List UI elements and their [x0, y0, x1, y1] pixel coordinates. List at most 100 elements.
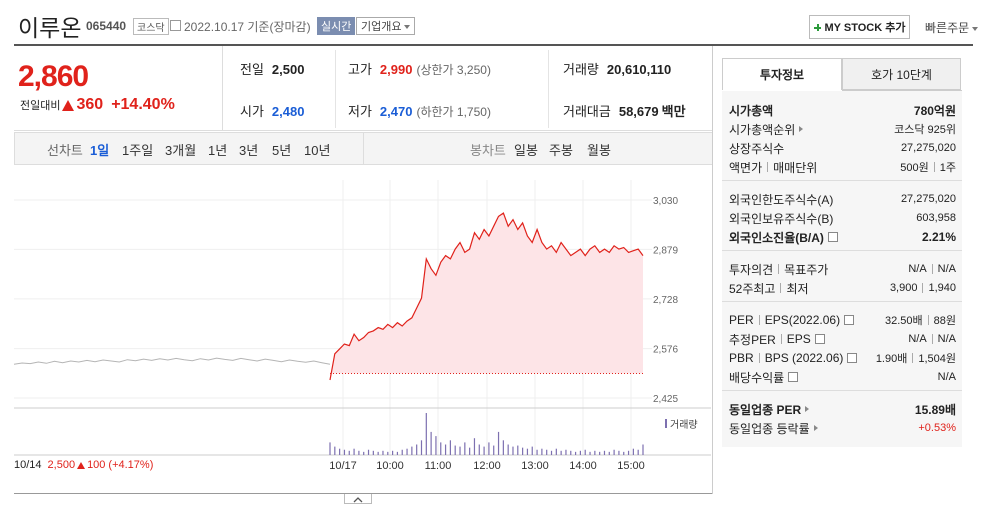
volume-bar [584, 449, 586, 455]
volume-bar [531, 446, 533, 455]
help-icon[interactable] [847, 353, 858, 363]
header-rule [14, 44, 973, 46]
quick-order[interactable]: 빠른주문 [925, 19, 979, 36]
help-icon[interactable] [827, 232, 838, 242]
company-info-label: 기업개요 [361, 21, 402, 33]
info-value: 500원 [900, 162, 929, 174]
quote-unit: 백만 [661, 103, 686, 119]
chart-summary: 10/14 2,500 100 (+4.17%) [14, 459, 153, 471]
volume-bar [599, 451, 601, 455]
realtime-button[interactable]: 실시간 [317, 17, 356, 35]
help-icon[interactable] [788, 372, 799, 382]
base-date: 2022.10.17 기준(장마감) [184, 20, 311, 34]
info-values: +0.53% [918, 422, 956, 434]
chart: 3,030 2,879 2,728 2,576 2,425 10/17 10:00 11:00… [13, 180, 711, 472]
info-label: 액면가 [729, 160, 763, 175]
quick-order-label: 빠른주문 [925, 21, 970, 35]
help-icon[interactable] [814, 334, 825, 344]
period-tab[interactable]: 3년 [239, 143, 259, 158]
separator [780, 334, 782, 344]
info-row: 외국인한도주식수(A) 27,275,020 [729, 190, 956, 208]
volume-bar [348, 450, 350, 455]
volume-bar [420, 440, 423, 455]
volume-bar [473, 438, 476, 455]
info-values: N/A N/A [908, 263, 956, 275]
info-label: 동일업종 등락률 [729, 421, 810, 436]
info-value: 1.90배 [875, 353, 908, 365]
collapse-button[interactable] [344, 494, 372, 504]
company-info-button[interactable]: 기업개요 [356, 17, 416, 35]
info-values: 2.21% [922, 230, 956, 244]
volume-bar [536, 449, 538, 455]
info-row: PBR BPS (2022.06) 1.90배 1,504원 [729, 349, 956, 367]
quote-cell: 저가 2,470 (하한가 1,750) [348, 101, 491, 120]
info-values: 603,958 [916, 212, 956, 224]
help-icon[interactable] [844, 315, 855, 325]
period-tab[interactable]: 10년 [304, 143, 331, 158]
info-tab[interactable]: 호가 10단계 [842, 58, 961, 90]
quote-label: 고가 [348, 61, 372, 77]
period-tab[interactable]: 월봉 [587, 143, 611, 158]
my-stock-button[interactable]: MY STOCK 추가 [809, 15, 910, 39]
info-label: EPS(2022.06) [764, 313, 841, 327]
info-row: PER EPS(2022.06) 32.50배 88원 [729, 311, 956, 329]
period-tab[interactable]: 일봉 [514, 143, 538, 158]
info-value: N/A [908, 333, 927, 345]
info-labels: 시가총액 [729, 102, 773, 119]
info-label: 외국인한도주식수(A) [729, 192, 834, 207]
volume-bar [512, 446, 514, 455]
info-label: 투자의견 [729, 262, 774, 277]
info-labels: 외국인소진율(B/A) [729, 229, 838, 246]
info-values: 3,900 1,940 [890, 282, 956, 294]
my-stock-label: MY STOCK 추가 [824, 22, 906, 34]
info-label: 상장주식수 [729, 141, 785, 156]
period-tab[interactable]: 1일 [90, 143, 110, 158]
volume-legend-label: 거래량 [670, 420, 698, 431]
volume-bar [416, 444, 418, 455]
info-labels: 액면가 매매단위 [729, 159, 817, 176]
quote-row: 시가 2,480 저가 2,470 (하한가 1,750) 거래대금 58,679 백만 [222, 89, 712, 131]
quote-row: 전일 2,500 고가 2,990 (상한가 3,250) 거래량 20,610,110 [222, 47, 712, 89]
info-labels: 상장주식수 [729, 140, 784, 157]
volume-bar [459, 446, 461, 455]
info-values: 500원 1주 [900, 159, 956, 175]
volume-bar [608, 451, 610, 455]
separator [912, 353, 914, 363]
volume-bar [449, 440, 451, 455]
volume-bar [570, 450, 572, 455]
info-value: 1주 [939, 162, 956, 174]
info-tab[interactable]: 투자정보 [722, 58, 842, 90]
period-tab[interactable]: 1년 [208, 143, 228, 158]
info-row: 동일업종 PER 15.89배 [729, 400, 956, 418]
separator [780, 283, 782, 293]
stock-code: 065440 [86, 19, 127, 33]
period-tab[interactable]: 1주일 [122, 143, 154, 158]
info-labels: 추정PER EPS [729, 331, 825, 348]
info-value: 32.50배 [884, 315, 923, 327]
volume-bar [464, 442, 466, 455]
volume-bar [406, 448, 408, 455]
current-price: 2,860 [18, 60, 89, 93]
price-change: 전일대비 360 +14.40% [20, 96, 175, 114]
y-tick-label: 2,576 [653, 345, 678, 356]
info-label: 시가총액순위 [729, 122, 796, 137]
volume-bar [329, 442, 331, 455]
x-tick-label: 15:00 [617, 460, 645, 472]
volume-bar [550, 450, 553, 455]
info-row: 투자의견 목표주가 N/A N/A [729, 260, 956, 278]
info-labels: 투자의견 목표주가 [729, 261, 828, 278]
link-arrow [799, 126, 804, 132]
period-tab[interactable]: 3개월 [165, 143, 197, 158]
period-tab[interactable]: 주봉 [549, 143, 573, 158]
info-row: 시가총액 780억원 [729, 101, 956, 119]
info-value: 3,900 [889, 282, 918, 294]
volume-bar [377, 451, 379, 455]
period-tab[interactable]: 5년 [272, 143, 292, 158]
volume-bar [502, 440, 504, 455]
separator [922, 283, 924, 293]
info-values: 32.50배 88원 [885, 312, 956, 328]
quote-cell: 거래대금 58,679 백만 [563, 101, 686, 120]
volume-bar [363, 451, 365, 455]
info-values: 27,275,020 [901, 142, 956, 154]
